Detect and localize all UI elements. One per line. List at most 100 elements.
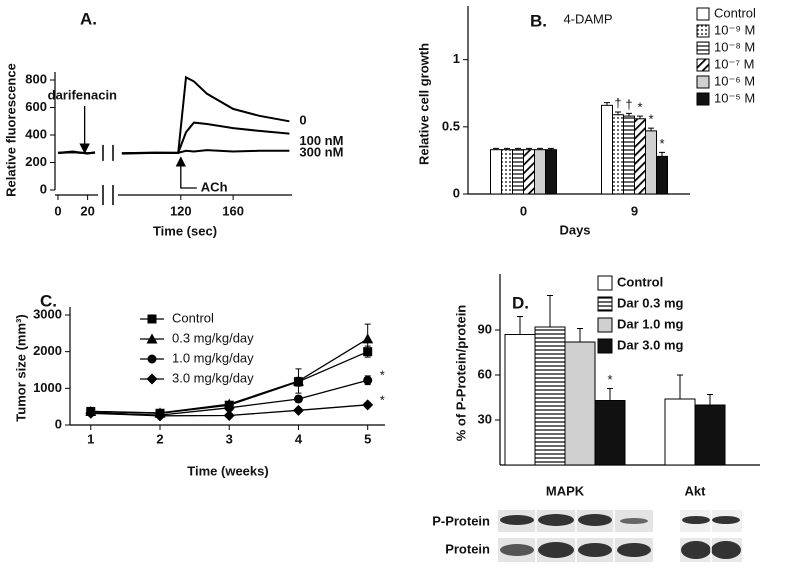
annotation: darifenacin [48,87,117,102]
x-tick-label: 4 [295,431,303,446]
legend-label: 10⁻⁶ M [714,73,755,88]
error-bar [517,316,523,335]
legend-label: 10⁻⁹ M [714,22,755,37]
marker [362,399,374,411]
legend-marker [146,373,158,385]
x-tick-label: 20 [80,203,94,218]
legend-label: Dar 1.0 mg [617,316,684,331]
x-tick-label: 120 [170,203,192,218]
series-label: 100 nM [299,133,343,148]
blot-label: Protein [445,541,490,556]
y-tick-label: 0 [40,181,47,196]
annotation: † [625,97,632,112]
bar [501,149,513,195]
legend-label: Control [172,310,214,325]
panel-title: A. [80,9,97,28]
legend-swatch [597,296,613,312]
x-axis-label: Time (sec) [153,223,217,238]
legend-label: 1.0 mg/kg/day [172,350,254,365]
y-tick-label: 3000 [33,306,62,321]
x-tick-label: 5 [364,431,371,446]
annotation: * [380,392,385,407]
band [620,518,648,524]
legend-swatch [597,317,613,333]
band [711,541,741,559]
band [578,543,612,557]
x-axis-label: Time (weeks) [187,463,268,478]
error-bar [504,147,510,150]
error-bar [637,115,643,119]
blot-label: P-Protein [432,513,490,528]
y-tick-label: 1 [453,51,460,66]
y-axis-label: Relative fluorescence [3,63,18,197]
y-tick-label: 600 [25,99,47,114]
y-tick-label: 0.5 [442,118,460,133]
marker [292,404,304,416]
error-bar [607,388,613,401]
legend-swatch [597,275,613,291]
x-tick-label: 160 [222,203,244,218]
legend-swatch [696,24,710,38]
bar [504,334,536,466]
x-tick-label: 3 [226,431,233,446]
bar [545,149,557,195]
error-bar [615,111,621,115]
x-tick-label: Akt [685,483,707,498]
panel-title: C. [40,291,57,310]
x-tick-label: 9 [631,203,638,218]
bar [645,130,657,195]
subtitle: 4-DAMP [563,11,612,26]
error-bar [548,147,554,150]
marker [154,410,166,422]
bar [656,155,668,195]
error-bar [648,127,654,131]
bar [623,115,635,195]
legend-label: 0.3 mg/kg/day [172,330,254,345]
annotation: * [607,372,612,387]
x-tick-label: 0 [54,203,61,218]
annotation: * [380,368,385,383]
error-bar [677,374,683,399]
marker [293,394,303,404]
error-bar [515,147,521,150]
x-tick-label: 1 [87,431,94,446]
legend-swatch [696,58,710,72]
y-axis-label: % of P-Protein/protein [453,305,468,442]
legend-label: Control [714,5,756,20]
band [617,543,651,557]
panel-title: D. [512,293,529,312]
bar [594,400,626,466]
error-bar [537,147,543,150]
bar [523,149,535,195]
series-label: 0 [299,113,306,128]
band [538,542,574,558]
band [500,544,534,556]
annotation: * [637,100,642,115]
bar [694,404,726,466]
error-bar [604,102,610,106]
legend-marker [147,354,157,364]
annotation-arrow [175,156,197,189]
y-tick-label: 0 [55,416,62,431]
x-tick-label: 0 [520,203,527,218]
error-bar [626,112,632,117]
y-axis-label: Tumor size (mm³) [13,314,28,421]
legend-label: Control [617,274,663,289]
marker [362,333,374,344]
x-axis-label: Days [559,222,590,237]
bar [634,118,646,195]
error-bar [577,328,583,342]
bar [534,326,566,466]
legend-marker [147,314,157,324]
annotation: ACh [201,179,228,194]
bands [500,514,741,559]
y-tick-label: 800 [25,71,47,86]
band [682,516,710,524]
error-bar [547,295,553,327]
y-tick-label: 0 [453,185,460,200]
annotation: † [614,95,621,110]
y-tick-label: 60 [478,366,492,381]
error-bar [493,147,499,150]
band [712,516,740,524]
